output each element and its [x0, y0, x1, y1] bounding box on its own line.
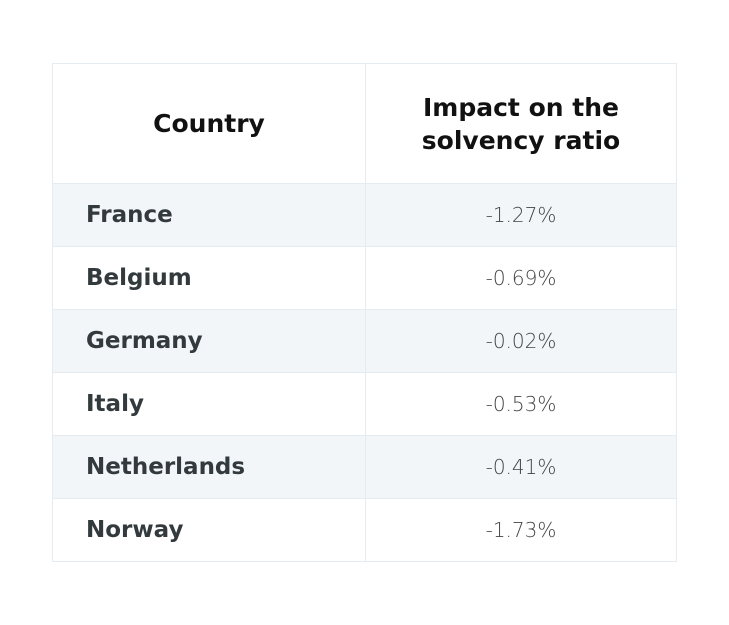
table: Country Impact on the solvency ratio Fra… [52, 63, 677, 562]
header-row: Country Impact on the solvency ratio [52, 63, 677, 184]
value-cell: -1.27% [365, 183, 677, 247]
table-row: Norway -1.73% [52, 498, 677, 562]
table-row: Germany -0.02% [52, 309, 677, 373]
value-cell: -0.69% [365, 246, 677, 310]
table-row: Belgium -0.69% [52, 246, 677, 310]
country-cell: Belgium [52, 246, 366, 310]
header-text: Country [153, 109, 265, 138]
table-row: Italy -0.53% [52, 372, 677, 436]
table-row: France -1.27% [52, 183, 677, 247]
country-cell: Norway [52, 498, 366, 562]
header-cell: Country [52, 63, 366, 184]
value-cell: -1.73% [365, 498, 677, 562]
table-body: France -1.27% Belgium -0.69% Germany -0.02% It… [52, 183, 677, 562]
country-cell: France [52, 183, 366, 247]
country-cell: Germany [52, 309, 366, 373]
table-row: Netherlands -0.41% [52, 435, 677, 499]
country-cell: Netherlands [52, 435, 366, 499]
value-cell: -0.02% [365, 309, 677, 373]
value-cell: -0.53% [365, 372, 677, 436]
header-text: Impact on the solvency ratio [421, 92, 621, 155]
country-cell: Italy [52, 372, 366, 436]
value-cell: -0.41% [365, 435, 677, 499]
header-cell: Impact on the solvency ratio [365, 63, 677, 184]
